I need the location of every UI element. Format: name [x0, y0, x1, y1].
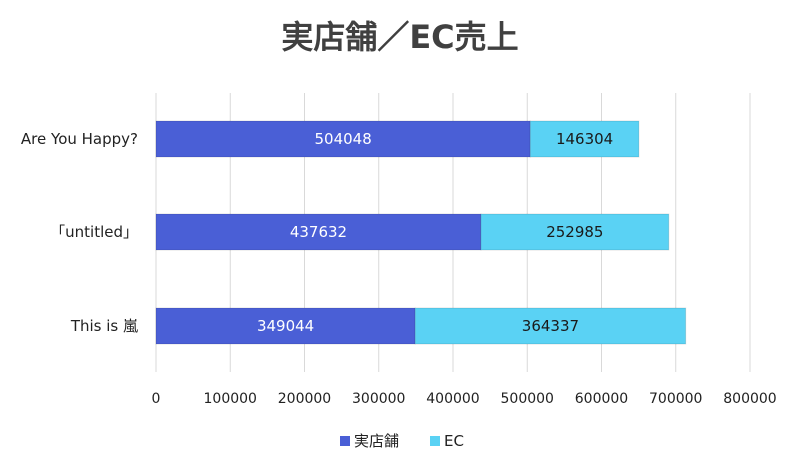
x-tick-label: 700000	[649, 391, 702, 407]
legend-swatch	[340, 436, 350, 446]
x-tick-label: 800000	[723, 391, 776, 407]
bar-ec	[529, 120, 640, 158]
data-label: 146304	[556, 130, 613, 148]
legend: 実店舗 EC	[340, 432, 464, 450]
data-label: 364337	[522, 317, 579, 335]
x-tick-label: 300000	[352, 391, 405, 407]
x-tick-label: 200000	[278, 391, 331, 407]
x-tick-label: 400000	[426, 391, 479, 407]
data-label: 349044	[257, 317, 314, 335]
legend-label: EC	[444, 432, 464, 450]
bars: 504048 146304 437632 252985 349044 364337	[155, 120, 687, 345]
x-tick-label: 600000	[575, 391, 628, 407]
bar-store	[155, 213, 482, 251]
x-tick-label: 0	[152, 391, 161, 407]
x-tick-labels: 0 100000 200000 300000 400000 500000 600000 700…	[152, 391, 777, 407]
bar-store	[155, 307, 416, 345]
category-label: Are You Happy?	[21, 130, 138, 148]
x-tick-label: 500000	[501, 391, 554, 407]
legend-swatch	[430, 436, 440, 446]
x-tick-label: 100000	[204, 391, 257, 407]
bar-ec	[414, 307, 687, 345]
data-label: 504048	[314, 130, 371, 148]
category-labels: Are You Happy? 「untitled」 This is 嵐	[21, 130, 138, 335]
bar-ec	[480, 213, 670, 251]
data-label: 437632	[290, 223, 347, 241]
chart-title: 実店舗／EC売上	[281, 18, 518, 56]
category-label: 「untitled」	[50, 223, 138, 241]
legend-label: 実店舗	[354, 432, 399, 450]
category-label: This is 嵐	[70, 317, 138, 335]
data-label: 252985	[546, 223, 603, 241]
